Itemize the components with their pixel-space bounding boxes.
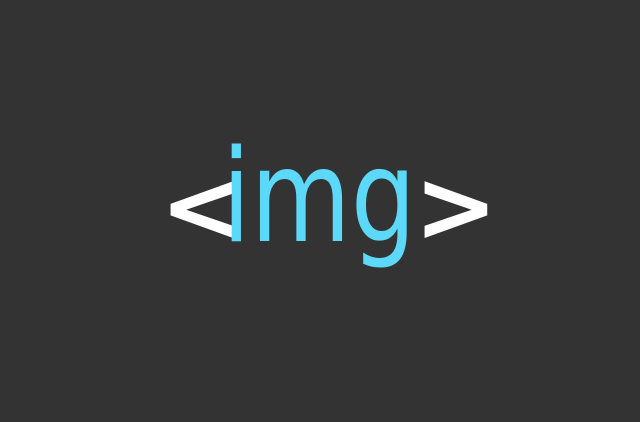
open-bracket: < [160,148,244,265]
close-bracket: > [414,148,498,265]
tag-name: img [222,123,416,272]
